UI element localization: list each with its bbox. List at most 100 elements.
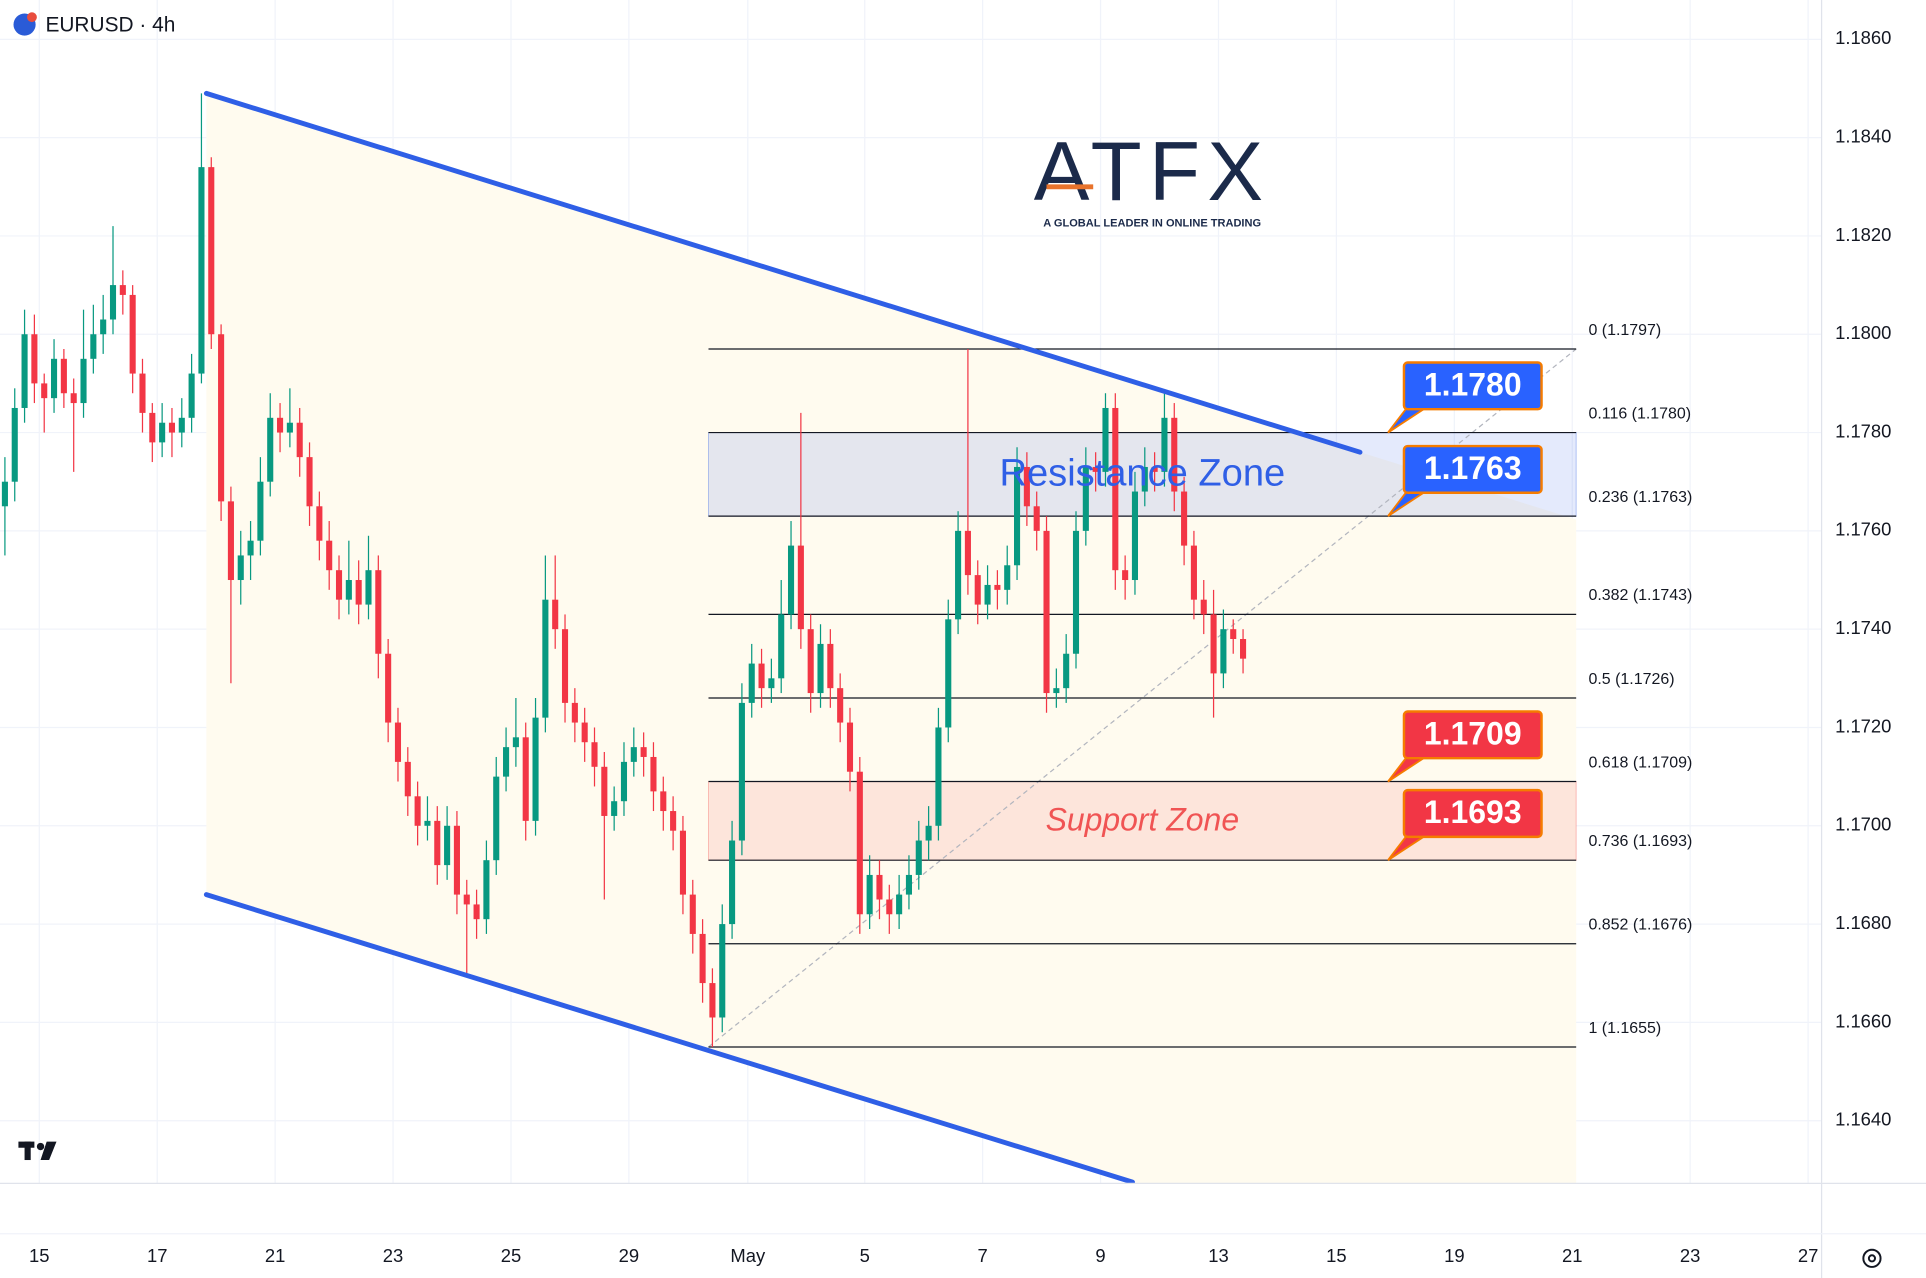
callout-box	[1402, 788, 1543, 839]
candle-body	[837, 688, 844, 723]
candle-body	[679, 830, 686, 895]
candle-body	[237, 555, 244, 581]
candle-body	[247, 540, 254, 556]
candle-body	[1151, 466, 1158, 472]
y-tick-label: 1.1740	[1835, 617, 1891, 638]
candle-body	[267, 417, 274, 482]
candle-body	[1082, 466, 1089, 531]
candle-body	[1122, 570, 1129, 581]
y-tick-label: 1.1680	[1835, 912, 1891, 933]
candle-body	[1043, 530, 1050, 694]
candle-body	[532, 717, 539, 821]
candle-body	[404, 761, 411, 797]
candle-body	[581, 722, 588, 743]
x-tick-label: 15	[1326, 1245, 1346, 1266]
candle-body	[483, 860, 490, 920]
x-tick-label: 17	[147, 1245, 167, 1266]
candle-body	[660, 791, 667, 812]
tradingview-logo	[18, 1141, 57, 1161]
channel-fill	[206, 93, 1577, 1184]
candle-body	[50, 358, 58, 399]
candle-body	[670, 811, 677, 831]
overlay: EURUSD · 4h ATFX A GLOBAL LEADER IN ONLI…	[13, 12, 1882, 1268]
candle-body	[375, 570, 382, 654]
y-tick-label: 1.1820	[1835, 224, 1891, 245]
callout-box	[1402, 444, 1543, 494]
candle-body	[512, 737, 519, 748]
candle-body	[846, 722, 854, 772]
zone-label: Resistance Zone	[999, 453, 1285, 495]
candle-body	[876, 874, 883, 900]
callout-label: 1.1709	[1424, 716, 1522, 752]
candle-body	[561, 629, 569, 703]
candle-body	[227, 501, 234, 581]
candle-body	[1131, 491, 1139, 581]
x-tick-label: 29	[619, 1245, 639, 1266]
candle-body	[463, 894, 470, 905]
candle-body	[159, 422, 166, 443]
candle-body	[689, 894, 696, 934]
candle-body	[473, 904, 480, 920]
candle-body	[394, 722, 402, 762]
candle-body	[787, 545, 795, 615]
candle-body	[709, 983, 716, 1018]
candle-body	[935, 727, 942, 826]
x-tick-label: 13	[1208, 1245, 1228, 1266]
candle-body	[817, 643, 824, 694]
y-tick-label: 1.1720	[1835, 715, 1891, 736]
candle-body	[1053, 688, 1060, 694]
settings-icon[interactable]	[1862, 1248, 1882, 1268]
candle-body	[542, 599, 549, 718]
candle-body	[1220, 629, 1227, 674]
candle-body	[1004, 565, 1011, 590]
candle-body	[316, 506, 323, 541]
fib-label: 0.852 (1.1676)	[1588, 917, 1692, 934]
candle-body	[856, 771, 863, 915]
candle-body	[925, 825, 932, 841]
candle-body	[974, 575, 981, 605]
candle-body	[915, 840, 922, 875]
candle-body	[355, 580, 362, 605]
candle-body	[552, 599, 559, 630]
chart-title: EURUSD · 4h	[45, 13, 175, 36]
candle-body	[699, 933, 706, 984]
candle-body	[640, 747, 647, 757]
candle-body	[208, 167, 215, 335]
candle-body	[896, 894, 903, 915]
candle-body	[729, 840, 736, 925]
x-tick-label: 9	[1095, 1245, 1105, 1266]
candle-body	[905, 874, 913, 895]
callout-label: 1.1693	[1424, 794, 1522, 830]
candle-body	[748, 663, 755, 703]
candle-body	[1181, 491, 1188, 546]
trendline	[203, 90, 1363, 455]
candle-body	[827, 643, 834, 689]
candle-body	[1230, 629, 1237, 639]
candle-body	[129, 294, 136, 374]
candle-body	[1, 481, 8, 507]
x-tick-label: 21	[265, 1245, 285, 1266]
candle-body	[738, 702, 745, 841]
candle-body	[1210, 614, 1217, 674]
y-tick-label: 1.1780	[1835, 420, 1891, 441]
candle-body	[1023, 466, 1030, 507]
candle-body	[139, 373, 146, 413]
candle-body	[335, 570, 343, 600]
symbol-icon	[27, 12, 37, 23]
callout-label: 1.1780	[1424, 367, 1522, 403]
x-tick-label: 5	[860, 1245, 870, 1266]
candle-body	[434, 820, 441, 866]
candle-body	[41, 383, 48, 399]
fib-label: 0 (1.1797)	[1588, 322, 1661, 339]
candle-body	[493, 776, 500, 861]
x-tick-label: 21	[1562, 1245, 1582, 1266]
candle-body	[1013, 466, 1021, 566]
candle-body	[385, 653, 392, 723]
candle-body	[650, 756, 657, 792]
candle-body	[866, 874, 873, 915]
fib-label: 1 (1.1655)	[1588, 1020, 1661, 1037]
candle-body	[11, 407, 18, 482]
candle-body	[257, 481, 264, 541]
